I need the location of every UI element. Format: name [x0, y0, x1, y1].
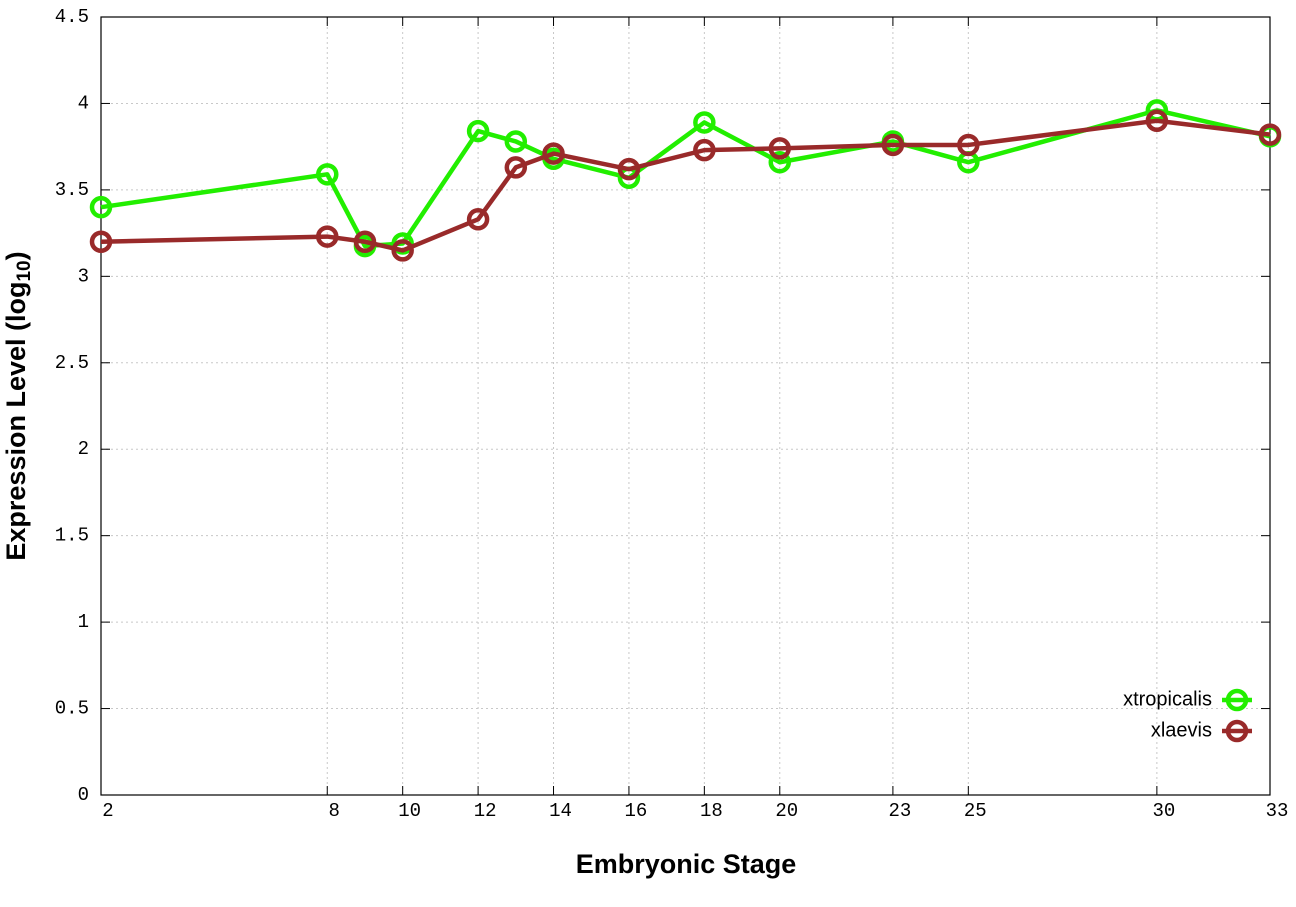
data-point [504, 130, 528, 153]
y-axis-label: Expression Level (log10) [1, 251, 35, 560]
x-tick-label: 16 [625, 800, 648, 822]
x-tick-label: 18 [700, 800, 723, 822]
plot-frame [100, 16, 1271, 796]
y-tick-label: 4.5 [55, 6, 89, 28]
data-point [1145, 109, 1169, 132]
data-point [768, 137, 792, 160]
y-tick-label: 0.5 [55, 698, 89, 720]
data-point [391, 239, 414, 262]
data-point [353, 230, 377, 254]
data-point [504, 156, 528, 179]
series-line [100, 118, 1271, 253]
legend-marker [1225, 688, 1249, 712]
x-tick-label: 20 [775, 800, 798, 822]
y-tick-label: 3.5 [55, 179, 89, 201]
y-axis-label-main: Expression Level (log [1, 282, 31, 561]
data-point [89, 230, 113, 254]
y-tick-label: 1 [78, 611, 89, 633]
data-point [1258, 123, 1282, 146]
legend-marker [1225, 719, 1249, 743]
data-point [693, 111, 716, 134]
x-tick-label: 10 [398, 800, 421, 822]
data-point [693, 138, 716, 162]
y-tick-label: 2 [78, 438, 89, 460]
y-axis-label-sub: 10 [14, 260, 35, 281]
x-tick-label: 8 [329, 800, 340, 822]
x-tick-label: 33 [1266, 800, 1289, 822]
x-axis-label: Embryonic Stage [576, 849, 797, 879]
legend-label: xtropicalis [1123, 688, 1212, 710]
x-tick-label: 2 [102, 800, 113, 822]
x-tick-label: 30 [1152, 800, 1175, 822]
data-point [316, 163, 339, 186]
data-point [466, 119, 490, 143]
data-point [617, 157, 641, 181]
y-axis-label-end: ) [1, 251, 31, 260]
y-tick-label: 4 [78, 92, 89, 114]
data-point [542, 142, 565, 165]
x-tick-label: 14 [549, 800, 572, 822]
y-tick-label: 0 [78, 784, 89, 806]
y-tick-label: 1.5 [55, 525, 89, 547]
y-tick-label: 2.5 [55, 352, 89, 374]
data-point [466, 208, 490, 231]
x-tick-label: 23 [888, 800, 911, 822]
data-point [316, 225, 339, 248]
x-tick-label: 12 [474, 800, 497, 822]
data-point [89, 195, 113, 219]
data-point [768, 150, 792, 174]
x-tick-label: 25 [964, 800, 987, 822]
data-point [957, 133, 980, 157]
legend-label: xlaevis [1151, 719, 1212, 741]
data-point [881, 133, 905, 157]
y-tick-label: 3 [78, 265, 89, 287]
